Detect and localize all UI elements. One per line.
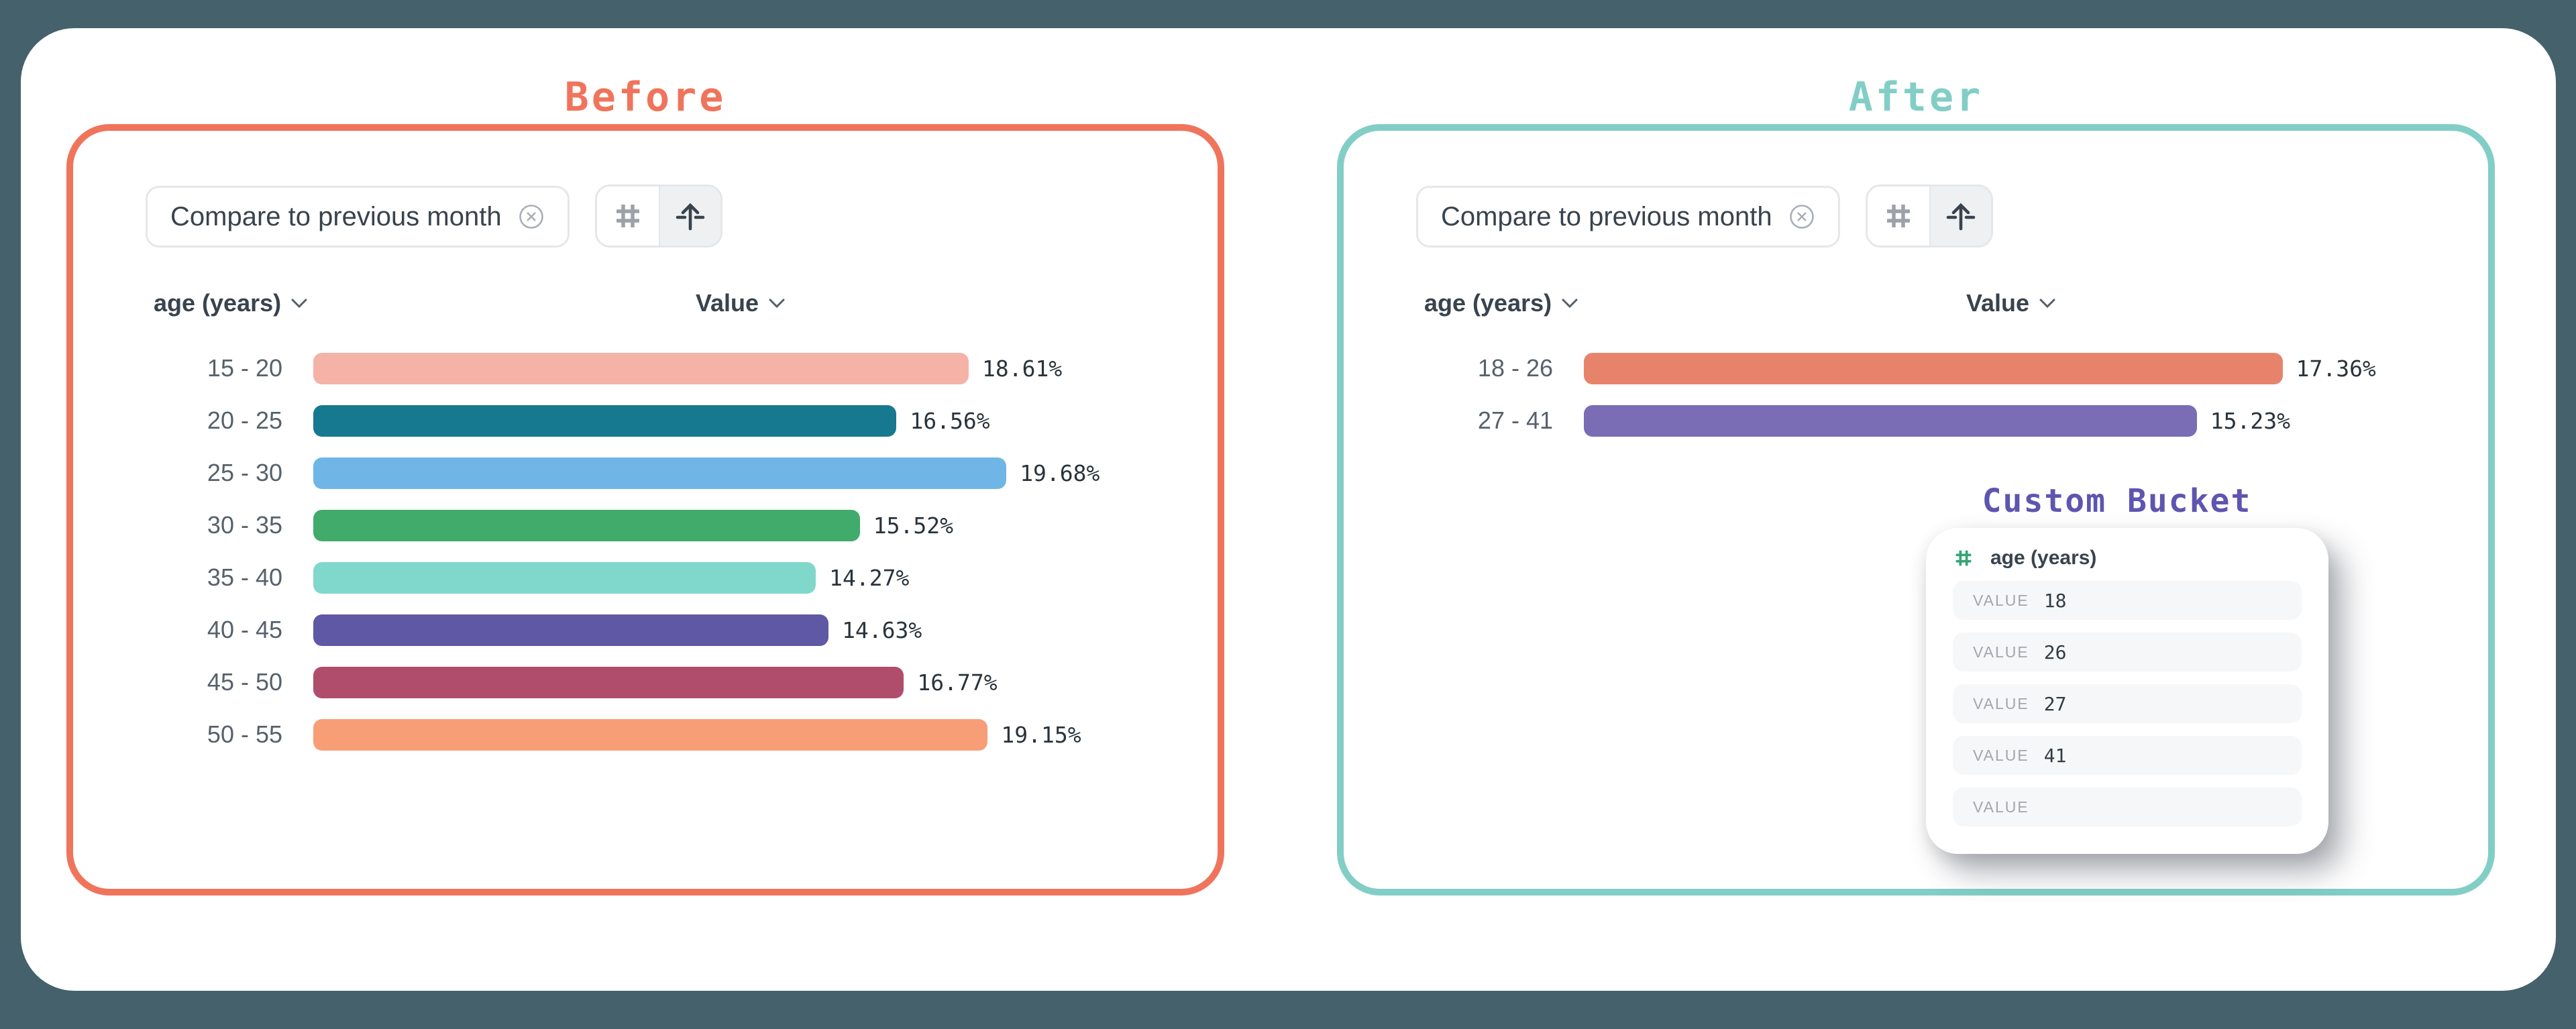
value-input-number: 18 (2043, 589, 2067, 612)
custom-bucket-field: age (years) (1926, 528, 2328, 570)
category-label: 35 - 40 (207, 563, 282, 591)
dimension-header[interactable]: age (years) (1424, 289, 1578, 317)
bar[interactable] (313, 352, 969, 384)
bar[interactable] (313, 457, 1007, 489)
category-label: 15 - 20 (207, 354, 282, 382)
bar[interactable] (1584, 352, 2283, 384)
chart-row: 25 - 30 19.68% (73, 447, 1218, 499)
chart-row: 40 - 45 14.63% (73, 604, 1218, 656)
category-label: 25 - 30 (207, 459, 282, 486)
value-label: 18.61% (982, 355, 1063, 382)
category-label: 27 - 41 (1477, 407, 1553, 434)
before-panel: Compare to previous month (66, 124, 1224, 896)
filter-chip[interactable]: Compare to previous month (146, 186, 570, 248)
after-title: After (1848, 74, 1984, 121)
chart-row: 27 - 41 15.23% (1344, 394, 2488, 447)
before-bar-chart: 15 - 20 18.61% 20 - 25 16.56% 25 - 30 19.68% 3… (73, 342, 1218, 761)
hash-button[interactable] (597, 186, 659, 246)
value-input-row[interactable]: VALUE (1953, 788, 2302, 826)
custom-bucket-field-label: age (years) (1990, 547, 2097, 569)
filter-chip-label: Compare to previous month (170, 201, 502, 231)
arrow-up-icon (1944, 199, 1978, 233)
hash-icon (612, 200, 644, 232)
chart-row: 18 - 26 17.36% (1344, 342, 2488, 394)
chart-row: 50 - 55 19.15% (73, 708, 1218, 761)
custom-bucket-title: Custom Bucket (1982, 482, 2252, 520)
value-input-label: VALUE (1973, 746, 2029, 764)
chevron-down-icon (2039, 298, 2056, 309)
value-label: 17.36% (2296, 355, 2376, 382)
value-header-label: Value (695, 289, 759, 317)
close-icon[interactable] (1788, 203, 1815, 230)
dimension-header[interactable]: age (years) (154, 289, 308, 317)
hash-button[interactable] (1868, 186, 1929, 246)
value-input-label: VALUE (1973, 591, 2029, 609)
value-input-row[interactable]: VALUE 18 (1953, 581, 2302, 620)
chevron-down-icon (768, 298, 786, 309)
after-bar-chart: 18 - 26 17.36% 27 - 41 15.23% (1344, 342, 2488, 447)
value-input-label: VALUE (1973, 798, 2029, 816)
dimension-header-label: age (years) (1424, 289, 1552, 317)
value-input-row[interactable]: VALUE 26 (1953, 633, 2302, 671)
category-label: 50 - 55 (207, 720, 282, 748)
value-label: 14.63% (842, 616, 922, 643)
value-input-label: VALUE (1973, 643, 2029, 661)
chart-row: 30 - 35 15.52% (73, 499, 1218, 551)
value-label: 14.27% (829, 564, 910, 591)
bar[interactable] (313, 614, 829, 646)
custom-bucket-rows: VALUE 18 VALUE 26 VALUE 27 VALUE 41 VALUE (1953, 581, 2302, 826)
value-label: 16.77% (917, 669, 998, 696)
arrow-up-icon (674, 199, 707, 233)
dimension-header-label: age (years) (154, 289, 282, 317)
after-panel: Compare to previous month (1337, 124, 2495, 896)
category-label: 45 - 50 (207, 668, 282, 696)
align-top-button[interactable] (1929, 186, 1991, 246)
value-label: 15.52% (873, 512, 954, 539)
chart-row: 20 - 25 16.56% (73, 394, 1218, 447)
category-label: 30 - 35 (207, 511, 282, 539)
value-label: 15.23% (2210, 407, 2291, 434)
custom-bucket-popup: age (years) VALUE 18 VALUE 26 VALUE 27 VALUE 41… (1926, 528, 2328, 854)
hash-icon (1953, 547, 1974, 569)
bar[interactable] (1584, 404, 2197, 437)
value-input-number: 41 (2043, 744, 2067, 767)
value-label: 19.15% (1001, 721, 1081, 748)
bar[interactable] (313, 666, 904, 698)
category-label: 40 - 45 (207, 616, 282, 643)
chart-row: 35 - 40 14.27% (73, 551, 1218, 604)
bar[interactable] (313, 561, 816, 594)
align-top-button[interactable] (659, 186, 720, 246)
category-label: 20 - 25 (207, 407, 282, 434)
filter-chip[interactable]: Compare to previous month (1416, 186, 1840, 248)
chart-row: 45 - 50 16.77% (73, 656, 1218, 708)
category-label: 18 - 26 (1477, 354, 1553, 382)
before-title: Before (564, 74, 727, 121)
value-header[interactable]: Value (643, 289, 838, 317)
filter-chip-label: Compare to previous month (1441, 201, 1772, 231)
close-icon[interactable] (518, 203, 545, 230)
value-label: 19.68% (1020, 459, 1100, 486)
value-input-row[interactable]: VALUE 41 (1953, 736, 2302, 775)
value-input-label: VALUE (1973, 694, 2029, 712)
chart-row: 15 - 20 18.61% (73, 342, 1218, 394)
value-input-number: 27 (2043, 692, 2067, 715)
value-label: 16.56% (910, 407, 990, 434)
value-input-number: 26 (2043, 641, 2067, 663)
chevron-down-icon (290, 298, 308, 309)
bar[interactable] (313, 509, 860, 541)
bar[interactable] (313, 718, 988, 751)
main-card: Before After Compare to previous month (21, 28, 2556, 991)
display-mode-toggle (595, 184, 722, 248)
bar[interactable] (313, 404, 897, 437)
display-mode-toggle (1866, 184, 1993, 248)
value-header[interactable]: Value (1914, 289, 2108, 317)
chevron-down-icon (1561, 298, 1578, 309)
value-input-row[interactable]: VALUE 27 (1953, 684, 2302, 723)
hash-icon (1882, 200, 1915, 232)
value-header-label: Value (1966, 289, 2030, 317)
